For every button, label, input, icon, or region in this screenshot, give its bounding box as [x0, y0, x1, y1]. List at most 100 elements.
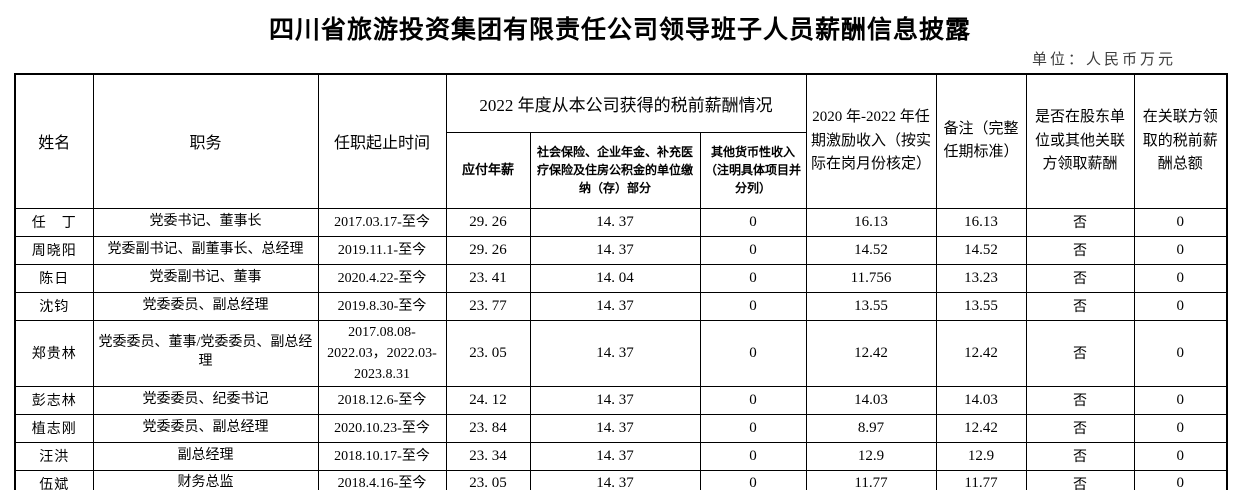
cell-other-income: 0 — [699, 263, 807, 293]
cell-remark: 11.77 — [935, 469, 1027, 490]
cell-related-total: 0 — [1133, 385, 1228, 415]
table-row: 汪洪 副总经理 2018.10.17-至今 23. 34 14. 37 0 12… — [14, 441, 1228, 471]
cell-term: 2020.4.22-至今 — [317, 263, 447, 293]
cell-term: 2017.08.08-2022.03，2022.03-2023.8.31 — [317, 319, 447, 387]
cell-name: 陈日 — [14, 263, 94, 293]
document-page: 四川省旅游投资集团有限责任公司领导班子人员薪酬信息披露 单位：人民币万元 姓名 … — [0, 14, 1240, 490]
cell-other-income: 0 — [699, 469, 807, 490]
table-header: 姓名 职务 任职起止时间 2022 年度从本公司获得的税前薪酬情况 2020 年… — [14, 73, 1228, 209]
cell-incentive: 11.77 — [805, 469, 937, 490]
cell-position: 副总经理 — [92, 441, 319, 471]
cell-term: 2018.4.16-至今 — [317, 469, 447, 490]
table-row: 郑贵林 党委委员、董事/党委委员、副总经理 2017.08.08-2022.03… — [14, 319, 1228, 387]
cell-term: 2019.11.1-至今 — [317, 235, 447, 265]
cell-other-income: 0 — [699, 385, 807, 415]
cell-other-income: 0 — [699, 291, 807, 321]
cell-incentive: 12.42 — [805, 319, 937, 387]
cell-insurance: 14. 04 — [529, 263, 701, 293]
cell-payable: 23. 05 — [445, 469, 531, 490]
cell-term: 2017.03.17-至今 — [317, 207, 447, 237]
cell-related-party: 否 — [1025, 263, 1135, 293]
table-row: 沈钧 党委委员、副总经理 2019.8.30-至今 23. 77 14. 37 … — [14, 291, 1228, 321]
cell-position: 党委书记、董事长 — [92, 207, 319, 237]
cell-term: 2018.10.17-至今 — [317, 441, 447, 471]
cell-remark: 13.23 — [935, 263, 1027, 293]
header-row-sub: 应付年薪 社会保险、企业年金、补充医疗保险及住房公积金的单位缴纳（存）部分 其他… — [15, 131, 1227, 209]
cell-related-total: 0 — [1133, 441, 1228, 471]
cell-related-party: 否 — [1025, 469, 1135, 490]
unit-note: 单位：人民币万元 — [1031, 52, 1176, 68]
cell-related-total: 0 — [1133, 469, 1228, 490]
cell-name: 任 丁 — [14, 207, 94, 237]
cell-other-income: 0 — [699, 207, 807, 237]
cell-position: 党委委员、副总经理 — [92, 413, 319, 443]
cell-related-total: 0 — [1133, 263, 1228, 293]
cell-payable: 23. 84 — [445, 413, 531, 443]
col-header-term: 任职起止时间 — [317, 73, 447, 209]
salary-table: 姓名 职务 任职起止时间 2022 年度从本公司获得的税前薪酬情况 2020 年… — [14, 73, 1229, 490]
cell-position: 党委委员、纪委书记 — [92, 385, 319, 415]
header-row-group: 姓名 职务 任职起止时间 2022 年度从本公司获得的税前薪酬情况 2020 年… — [14, 73, 1228, 209]
table-row: 周晓阳 党委副书记、副董事长、总经理 2019.11.1-至今 29. 26 1… — [14, 235, 1228, 265]
col-header-insurance: 社会保险、企业年金、补充医疗保险及住房公积金的单位缴纳（存）部分 — [529, 131, 701, 209]
cell-other-income: 0 — [699, 235, 807, 265]
cell-remark: 12.42 — [935, 319, 1027, 387]
cell-related-party: 否 — [1025, 319, 1135, 387]
cell-related-total: 0 — [1133, 291, 1228, 321]
cell-payable: 29. 26 — [445, 207, 531, 237]
col-header-related-party: 是否在股东单位或其他关联方领取薪酬 — [1025, 73, 1135, 209]
cell-name: 郑贵林 — [14, 319, 94, 387]
cell-remark: 16.13 — [935, 207, 1027, 237]
col-header-remark: 备注（完整任期标准） — [935, 73, 1027, 209]
cell-other-income: 0 — [699, 319, 807, 387]
cell-remark: 12.42 — [935, 413, 1027, 443]
cell-insurance: 14. 37 — [529, 441, 701, 471]
table-row: 任 丁 党委书记、董事长 2017.03.17-至今 29. 26 14. 37… — [14, 207, 1228, 237]
cell-position: 党委委员、副总经理 — [92, 291, 319, 321]
cell-payable: 23. 05 — [445, 319, 531, 387]
cell-insurance: 14. 37 — [529, 413, 701, 443]
cell-incentive: 14.52 — [805, 235, 937, 265]
cell-name: 彭志林 — [14, 385, 94, 415]
cell-other-income: 0 — [699, 413, 807, 443]
col-header-other-income: 其他货币性收入（注明具体项目并分列） — [699, 131, 807, 209]
cell-other-income: 0 — [699, 441, 807, 471]
cell-related-party: 否 — [1025, 291, 1135, 321]
cell-related-party: 否 — [1025, 441, 1135, 471]
cell-payable: 23. 41 — [445, 263, 531, 293]
col-header-salary-group: 2022 年度从本公司获得的税前薪酬情况 — [445, 73, 807, 133]
cell-payable: 24. 12 — [445, 385, 531, 415]
cell-incentive: 16.13 — [805, 207, 937, 237]
cell-payable: 29. 26 — [445, 235, 531, 265]
cell-remark: 12.9 — [935, 441, 1027, 471]
cell-name: 沈钧 — [14, 291, 94, 321]
cell-remark: 14.03 — [935, 385, 1027, 415]
col-header-position: 职务 — [92, 73, 319, 209]
table-body: 任 丁 党委书记、董事长 2017.03.17-至今 29. 26 14. 37… — [14, 207, 1228, 490]
cell-related-total: 0 — [1133, 413, 1228, 443]
table-row: 植志刚 党委委员、副总经理 2020.10.23-至今 23. 84 14. 3… — [14, 413, 1228, 443]
cell-position: 财务总监 — [92, 469, 319, 490]
cell-related-total: 0 — [1133, 207, 1228, 237]
cell-name: 伍斌 — [14, 469, 94, 490]
cell-position: 党委副书记、董事 — [92, 263, 319, 293]
cell-payable: 23. 77 — [445, 291, 531, 321]
cell-remark: 13.55 — [935, 291, 1027, 321]
cell-payable: 23. 34 — [445, 441, 531, 471]
cell-insurance: 14. 37 — [529, 385, 701, 415]
table-row: 伍斌 财务总监 2018.4.16-至今 23. 05 14. 37 0 11.… — [14, 469, 1228, 490]
col-header-related-total: 在关联方领取的税前薪酬总额 — [1133, 73, 1228, 209]
cell-insurance: 14. 37 — [529, 469, 701, 490]
cell-related-party: 否 — [1025, 385, 1135, 415]
cell-incentive: 12.9 — [805, 441, 937, 471]
col-header-payable: 应付年薪 — [445, 131, 531, 209]
cell-name: 汪洪 — [14, 441, 94, 471]
cell-incentive: 14.03 — [805, 385, 937, 415]
cell-remark: 14.52 — [935, 235, 1027, 265]
col-header-name: 姓名 — [14, 73, 94, 209]
cell-incentive: 11.756 — [805, 263, 937, 293]
cell-related-party: 否 — [1025, 413, 1135, 443]
cell-related-total: 0 — [1133, 235, 1228, 265]
cell-name: 周晓阳 — [14, 235, 94, 265]
cell-name: 植志刚 — [14, 413, 94, 443]
